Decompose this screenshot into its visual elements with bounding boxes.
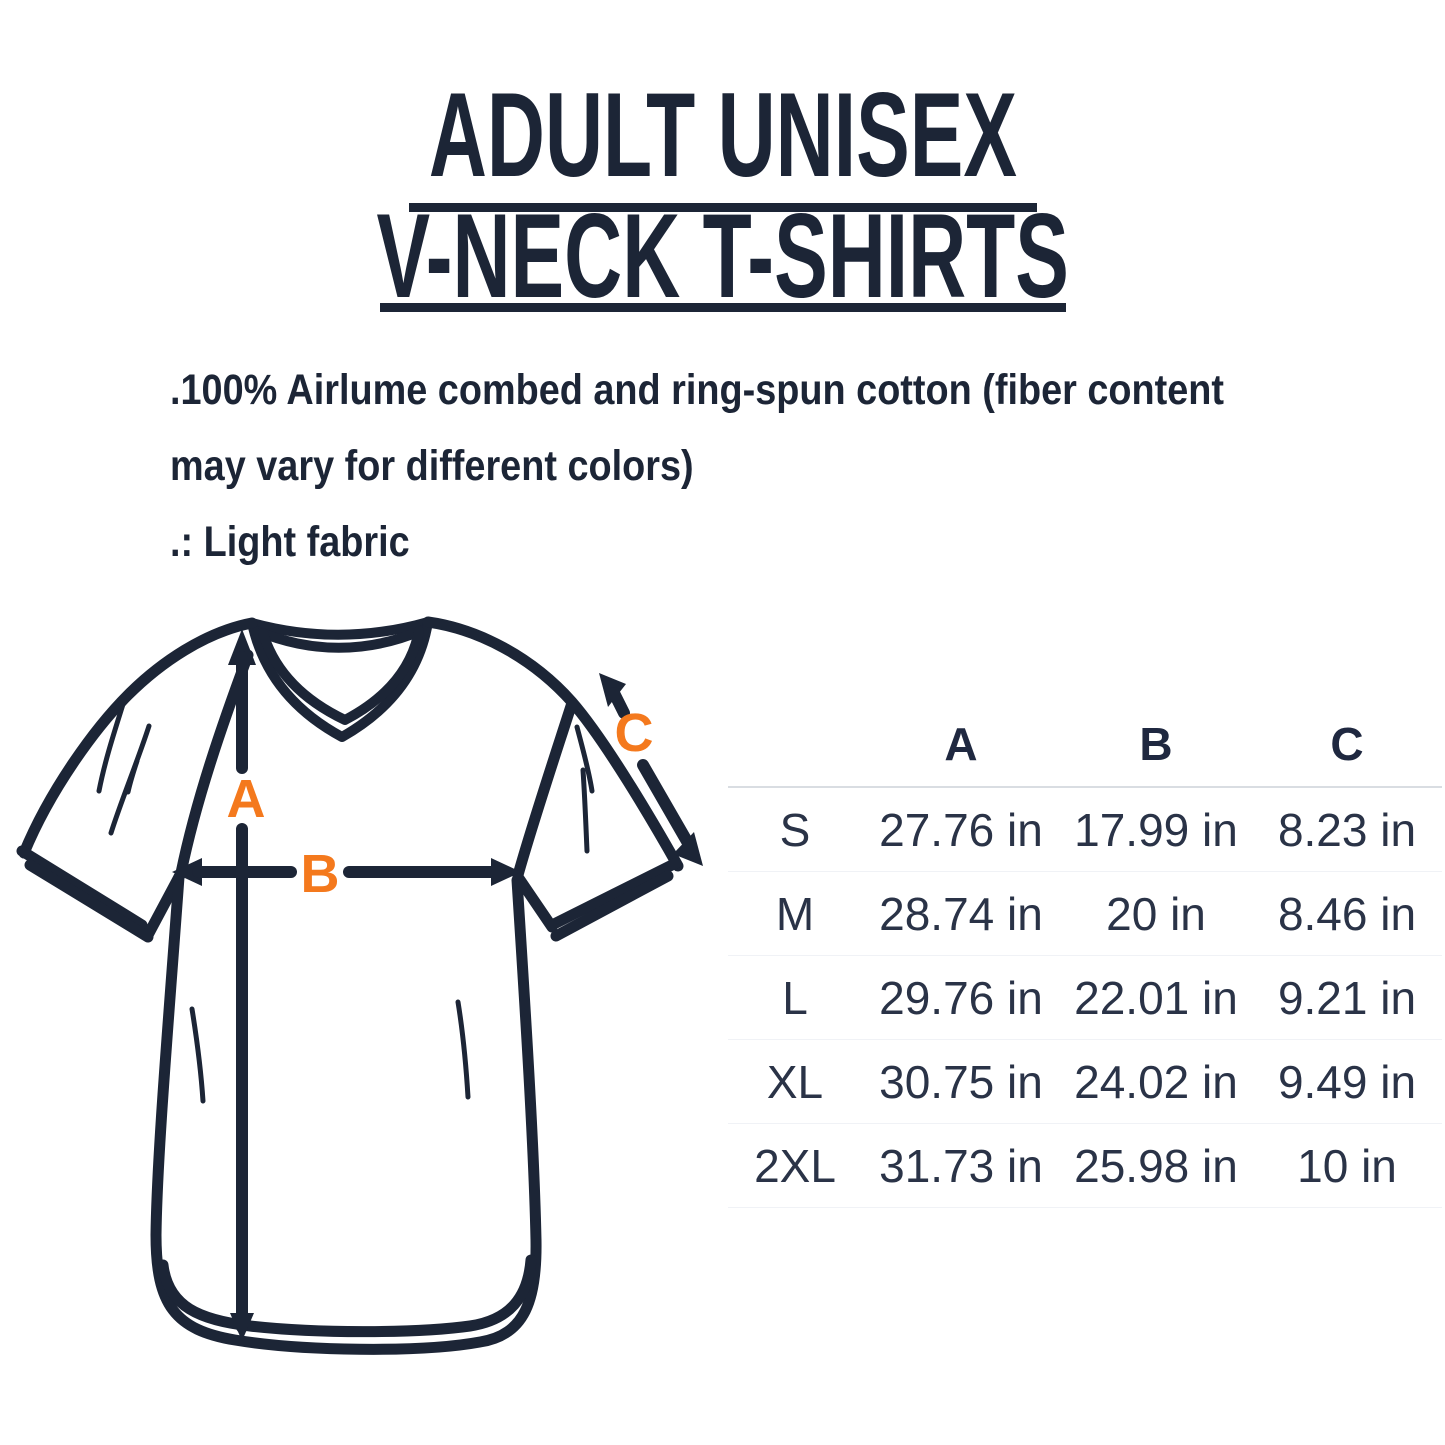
measurement-value: 8.23 in [1277, 803, 1417, 856]
measure-label-a: A [227, 769, 266, 829]
measurement-value: 17.99 in [1074, 803, 1238, 856]
size-label: L [782, 971, 808, 1024]
size-label: S [779, 803, 811, 856]
table-row: M 28.74 in 20 in 8.46 in [728, 872, 1442, 956]
description-line: may vary for different colors) [170, 442, 694, 490]
size-label: XL [766, 1055, 824, 1108]
measurement-value: 25.98 in [1074, 1139, 1238, 1192]
table-row: 2XL 31.73 in 25.98 in 10 in [728, 1124, 1442, 1208]
column-header-b: B [1139, 718, 1173, 770]
page-title-line-2: V-NECK T-SHIRTS [376, 189, 1069, 323]
measure-arrow-b [172, 858, 521, 886]
measurement-value: 29.76 in [879, 971, 1043, 1024]
measurement-value: 20 in [1106, 887, 1206, 940]
measure-label-b: B [301, 844, 340, 904]
measurement-value: 24.02 in [1074, 1055, 1238, 1108]
page-title-line-1: ADULT UNISEX [428, 68, 1017, 202]
size-table: A B C S 27.76 in 17.99 in 8.23 in M 28.7… [728, 702, 1442, 1208]
size-table-header-row: A B C [728, 702, 1442, 788]
description-line: .100% Airlume combed and ring-spun cotto… [170, 366, 1225, 414]
measurement-value: 28.74 in [879, 887, 1043, 940]
measurement-value: 30.75 in [879, 1055, 1043, 1108]
measurement-value: 8.46 in [1277, 887, 1417, 940]
measurement-value: 27.76 in [879, 803, 1043, 856]
measure-arrow-c [599, 673, 703, 866]
description-line: .: Light fabric [170, 518, 410, 566]
measurement-value: 9.21 in [1277, 971, 1417, 1024]
measurement-value: 22.01 in [1074, 971, 1238, 1024]
vneck-collar [247, 617, 433, 742]
measurement-value: 10 in [1297, 1139, 1397, 1192]
title-underline-2 [379, 303, 1066, 312]
measure-arrow-a [228, 629, 256, 1341]
table-row: L 29.76 in 22.01 in 9.21 in [728, 956, 1442, 1040]
column-header-a: A [944, 718, 978, 770]
measurement-value: 31.73 in [879, 1139, 1043, 1192]
title-underline-1 [408, 203, 1037, 212]
size-label: 2XL [754, 1139, 836, 1192]
measure-label-c: C [615, 703, 654, 763]
table-row: XL 30.75 in 24.02 in 9.49 in [728, 1040, 1442, 1124]
tshirt-measurement-diagram: A B C [16, 616, 703, 1355]
measurement-value: 9.49 in [1277, 1055, 1417, 1108]
size-label: M [775, 887, 815, 940]
product-description: .100% Airlume combed and ring-spun cotto… [170, 352, 1224, 580]
table-row: S 27.76 in 17.99 in 8.23 in [728, 788, 1442, 872]
column-header-c: C [1330, 718, 1364, 770]
fabric-creases [96, 698, 595, 1104]
